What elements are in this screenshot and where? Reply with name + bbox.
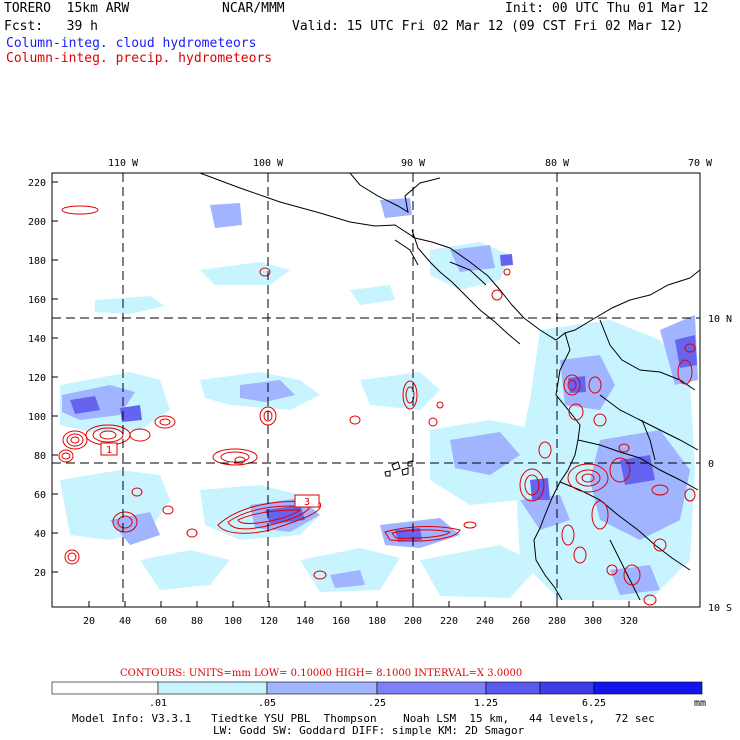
x-label-200: 200 bbox=[404, 616, 422, 627]
legend-swatch bbox=[157, 681, 268, 695]
x-label-300: 300 bbox=[584, 616, 602, 627]
lat-label-0: 0 bbox=[708, 459, 714, 470]
footer-physics-info: LW: Godd SW: Goddard DIFF: simple KM: 2D… bbox=[213, 724, 525, 737]
y-label-120: 120 bbox=[28, 373, 46, 384]
x-label-280: 280 bbox=[548, 616, 566, 627]
contour-label-boxes: 1 3 bbox=[100, 442, 320, 508]
legend-swatch bbox=[539, 681, 595, 695]
lon-label-70w: 70 W bbox=[688, 158, 713, 169]
x-label-180: 180 bbox=[368, 616, 386, 627]
lat-lon-grid bbox=[52, 173, 700, 607]
x-label-60: 60 bbox=[155, 616, 167, 627]
color-legend bbox=[51, 681, 703, 695]
y-ticks bbox=[52, 181, 58, 573]
y-label-100: 100 bbox=[28, 412, 46, 423]
map-content: 1 3 bbox=[52, 173, 700, 607]
x-label-220: 220 bbox=[440, 616, 458, 627]
y-label-180: 180 bbox=[28, 256, 46, 267]
legend-swatch bbox=[376, 681, 487, 695]
lat-label-10n: 10 N bbox=[708, 314, 732, 325]
y-label-140: 140 bbox=[28, 334, 46, 345]
x-label-120: 120 bbox=[260, 616, 278, 627]
x-label-100: 100 bbox=[224, 616, 242, 627]
footer-model-info: Model Info: V3.3.1 Tiedtke YSU PBL Thomp… bbox=[72, 712, 655, 725]
contour-label-1: 1 bbox=[106, 445, 112, 456]
x-label-260: 260 bbox=[512, 616, 530, 627]
y-label-80: 80 bbox=[34, 451, 46, 462]
valid-time: Valid: 15 UTC Fri 02 Mar 12 (09 CST Fri … bbox=[292, 19, 684, 34]
legend-swatch bbox=[266, 681, 378, 695]
field-cloud-label: Column-integ. cloud hydrometeors bbox=[6, 36, 257, 51]
legend-swatch bbox=[593, 681, 703, 695]
contour-label-3: 3 bbox=[304, 497, 310, 508]
forecast-hour: Fcst: 39 h bbox=[4, 19, 98, 34]
y-label-20: 20 bbox=[34, 568, 46, 579]
contours-info: CONTOURS: UNITS=mm LOW= 0.10000 HIGH= 8.… bbox=[120, 668, 522, 679]
x-label-40: 40 bbox=[119, 616, 131, 627]
legend-value-4: 6.25 bbox=[582, 698, 606, 709]
lon-label-90w: 90 W bbox=[401, 158, 426, 169]
legend-unit: mm bbox=[694, 698, 706, 709]
x-label-80: 80 bbox=[191, 616, 203, 627]
x-label-140: 140 bbox=[296, 616, 314, 627]
y-label-160: 160 bbox=[28, 295, 46, 306]
legend-value-0: .01 bbox=[149, 698, 167, 709]
x-label-20: 20 bbox=[83, 616, 95, 627]
legend-labels: .01 .05 .25 1.25 6.25 mm bbox=[149, 698, 706, 709]
lon-label-80w: 80 W bbox=[545, 158, 570, 169]
y-label-40: 40 bbox=[34, 529, 46, 540]
init-time: Init: 00 UTC Thu 01 Mar 12 bbox=[505, 1, 709, 16]
x-label-320: 320 bbox=[620, 616, 638, 627]
lon-label-100w: 100 W bbox=[253, 158, 284, 169]
lon-label-110w: 110 W bbox=[108, 158, 139, 169]
legend-swatch bbox=[485, 681, 541, 695]
x-label-240: 240 bbox=[476, 616, 494, 627]
y-label-200: 200 bbox=[28, 217, 46, 228]
field-precip-label: Column-integ. precip. hydrometeors bbox=[6, 51, 273, 66]
cloud-mid-regions bbox=[62, 198, 698, 595]
x-ticks bbox=[88, 601, 630, 607]
legend-value-2: .25 bbox=[368, 698, 386, 709]
x-tick-labels: 20 40 60 80 100 120 140 160 180 200 220 … bbox=[83, 616, 638, 627]
model-title: TORERO 15km ARW bbox=[4, 1, 130, 16]
center-name: NCAR/MMM bbox=[222, 1, 285, 16]
legend-value-1: .05 bbox=[258, 698, 276, 709]
legend-value-3: 1.25 bbox=[474, 698, 498, 709]
y-tick-labels: 220 200 180 160 140 120 100 80 60 40 20 bbox=[28, 178, 46, 579]
x-label-160: 160 bbox=[332, 616, 350, 627]
y-label-220: 220 bbox=[28, 178, 46, 189]
lat-label-10s: 10 S bbox=[708, 603, 732, 614]
map-frame bbox=[51, 172, 701, 608]
y-label-60: 60 bbox=[34, 490, 46, 501]
legend-swatch bbox=[51, 681, 159, 695]
